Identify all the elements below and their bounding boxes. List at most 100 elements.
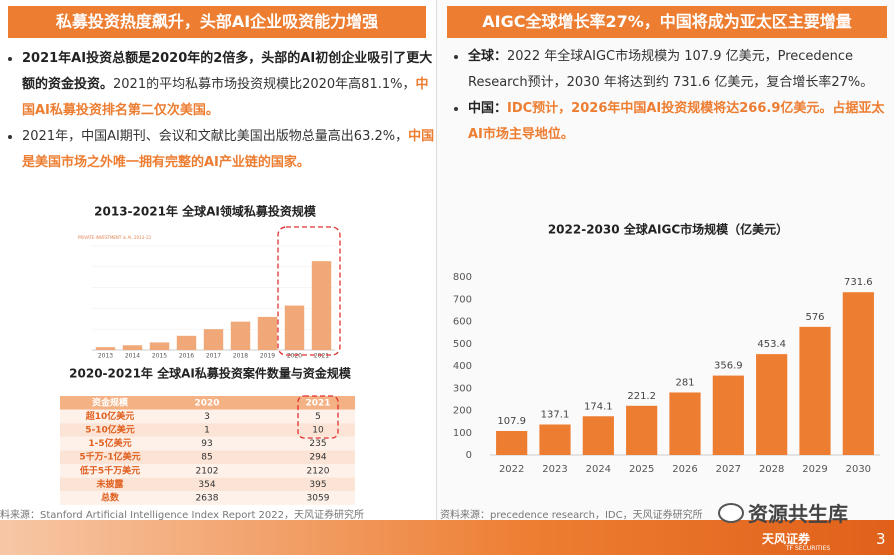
x-tick-label: 2020 xyxy=(287,353,302,360)
value-label: 453.4 xyxy=(757,339,786,350)
table-cell: 85 xyxy=(201,453,212,463)
x-tick-label: 2023 xyxy=(542,464,567,475)
value-label: 356.9 xyxy=(714,361,743,372)
table-cell: 2120 xyxy=(307,466,330,476)
bar xyxy=(176,335,197,350)
table-header-bg xyxy=(60,396,355,410)
bullet-text: 2021的平均私募市场投资规模比2020年高81.1%， xyxy=(113,77,416,92)
table-cell: 1-5亿美元 xyxy=(88,437,131,449)
table-row-bg xyxy=(60,409,355,424)
bullet-highlight: 中国是美国市场之外唯一拥有完整的AI产业链的国家。 xyxy=(22,129,435,170)
table-cell: 10 xyxy=(312,426,324,436)
bullet-text: 2022 年全球AIGC市场规模为 107.9 亿美元，Precedence R… xyxy=(468,49,874,90)
value-label: 281 xyxy=(675,377,694,388)
bar xyxy=(539,424,571,455)
table-cell: 3 xyxy=(204,412,210,422)
bullet-bold: 全球： xyxy=(468,49,508,64)
table-row-bg xyxy=(60,477,355,492)
bar xyxy=(669,392,701,455)
logo: 天风证券 xyxy=(762,532,811,546)
chart-title: 2022-2030 全球AIGC市场规模（亿美元） xyxy=(548,222,788,237)
value-label: 137.1 xyxy=(541,409,570,420)
table-cell: 低于5千万美元 xyxy=(79,464,140,476)
y-tick-label: 300 xyxy=(453,383,472,394)
table-row-bg xyxy=(60,423,355,437)
wechat-icon xyxy=(718,503,744,523)
y-tick-label: 400 xyxy=(453,361,472,372)
bar xyxy=(756,354,788,455)
y-tick-label: 700 xyxy=(453,294,472,305)
bullet: 中国：IDC预计，2026年中国AI投资规模将达266.9亿美元。占据亚太AI市… xyxy=(468,96,888,148)
bar xyxy=(149,342,170,350)
x-tick-label: 2025 xyxy=(629,464,654,475)
value-label: 576 xyxy=(805,312,824,323)
value-label: 731.6 xyxy=(844,277,873,288)
value-label: 107.9 xyxy=(497,416,526,427)
bullet: 2021年，中国AI期刊、会议和文献比美国出版物总量高出63.2%，中国是美国市… xyxy=(22,124,436,176)
table-header: 2020 xyxy=(194,398,219,408)
table-cell: 3059 xyxy=(307,494,330,504)
bullet-text: 2021年，中国AI期刊、会议和文献比美国出版物总量高出63.2%， xyxy=(22,129,409,144)
table-row-bg xyxy=(60,436,355,451)
footer-band xyxy=(0,520,894,555)
right-source: 资料来源：precedence research，IDC，天风证券研究所 xyxy=(440,510,703,521)
bullet-highlight: 中国AI私募投资排名第二仅次美国。 xyxy=(22,77,429,118)
right-header: AIGC全球增长率27%，中国将成为亚太区主要增量 xyxy=(447,6,887,38)
table-cell: 235 xyxy=(309,439,326,449)
x-tick-label: 2029 xyxy=(802,464,827,475)
divider xyxy=(436,0,437,520)
table-row-bg xyxy=(60,450,355,464)
bar xyxy=(203,329,224,350)
value-label: 174.1 xyxy=(584,401,613,412)
y-tick-label: 500 xyxy=(453,339,472,350)
left-header: 私募投资热度飙升，头部AI企业吸资能力增强 xyxy=(8,6,426,38)
charts: 2013-2021年 全球AI领域私募投资规模 PRIVATE INVESTMEN… xyxy=(60,204,880,505)
table-cell: 354 xyxy=(198,480,215,490)
bar xyxy=(230,321,251,350)
bar xyxy=(122,345,143,350)
table-header: 2021 xyxy=(305,398,330,408)
bar xyxy=(257,316,278,350)
x-tick-label: 2016 xyxy=(179,353,194,360)
watermark: 资源共生库 xyxy=(748,502,848,526)
x-tick-label: 2030 xyxy=(846,464,871,475)
x-tick-label: 2015 xyxy=(152,353,167,360)
bar xyxy=(95,347,116,350)
table-cell: 1 xyxy=(204,426,210,436)
table-cell: 294 xyxy=(309,453,326,463)
highlight-box xyxy=(297,395,339,439)
x-tick-label: 2021 xyxy=(314,353,329,360)
left-source: 料来源：Stanford Artificial Intelligence Ind… xyxy=(0,510,364,521)
x-tick-label: 2028 xyxy=(759,464,784,475)
table-cell: 93 xyxy=(201,439,212,449)
bar xyxy=(496,430,528,455)
right-bullets: 全球：2022 年全球AIGC市场规模为 107.9 亿美元，Precedenc… xyxy=(446,44,888,148)
y-tick-label: 800 xyxy=(453,272,472,283)
bar xyxy=(626,405,658,455)
left-bullets: 2021年AI投资总额是2020年的2倍多，头部的AI初创企业吸引了更大额的资金… xyxy=(0,46,436,176)
table-cell: 2102 xyxy=(196,466,219,476)
chart-title: 2013-2021年 全球AI领域私募投资规模 xyxy=(94,204,317,219)
table-cell: 总数 xyxy=(101,492,120,504)
table-row-bg xyxy=(60,464,355,478)
table-cell: 5 xyxy=(315,412,321,422)
x-tick-label: 2022 xyxy=(499,464,524,475)
bar xyxy=(842,292,874,455)
y-tick-label: 600 xyxy=(453,317,472,328)
chart-subtitle: PRIVATE INVESTMENT in AI, 2013–21 xyxy=(78,235,152,240)
x-tick-label: 2027 xyxy=(716,464,741,475)
table-cell: 5-10亿美元 xyxy=(85,424,135,436)
x-tick-label: 2017 xyxy=(206,353,221,360)
highlight-box xyxy=(277,226,341,356)
bullet-bold: 2021年AI投资总额是2020年的2倍多，头部的AI初创企业吸引了更大额的资金… xyxy=(22,51,433,92)
bar xyxy=(582,416,614,455)
table-cell: 2638 xyxy=(196,494,219,504)
x-tick-label: 2014 xyxy=(125,353,140,360)
bar xyxy=(284,305,305,350)
y-tick-label: 200 xyxy=(453,406,472,417)
table-cell: 超10亿美元 xyxy=(85,410,135,422)
table-header: 资金规模 xyxy=(92,396,129,408)
logo-en: TF SECURITIES xyxy=(786,545,831,552)
table-cell: 5千万-1亿美元 xyxy=(79,451,140,463)
